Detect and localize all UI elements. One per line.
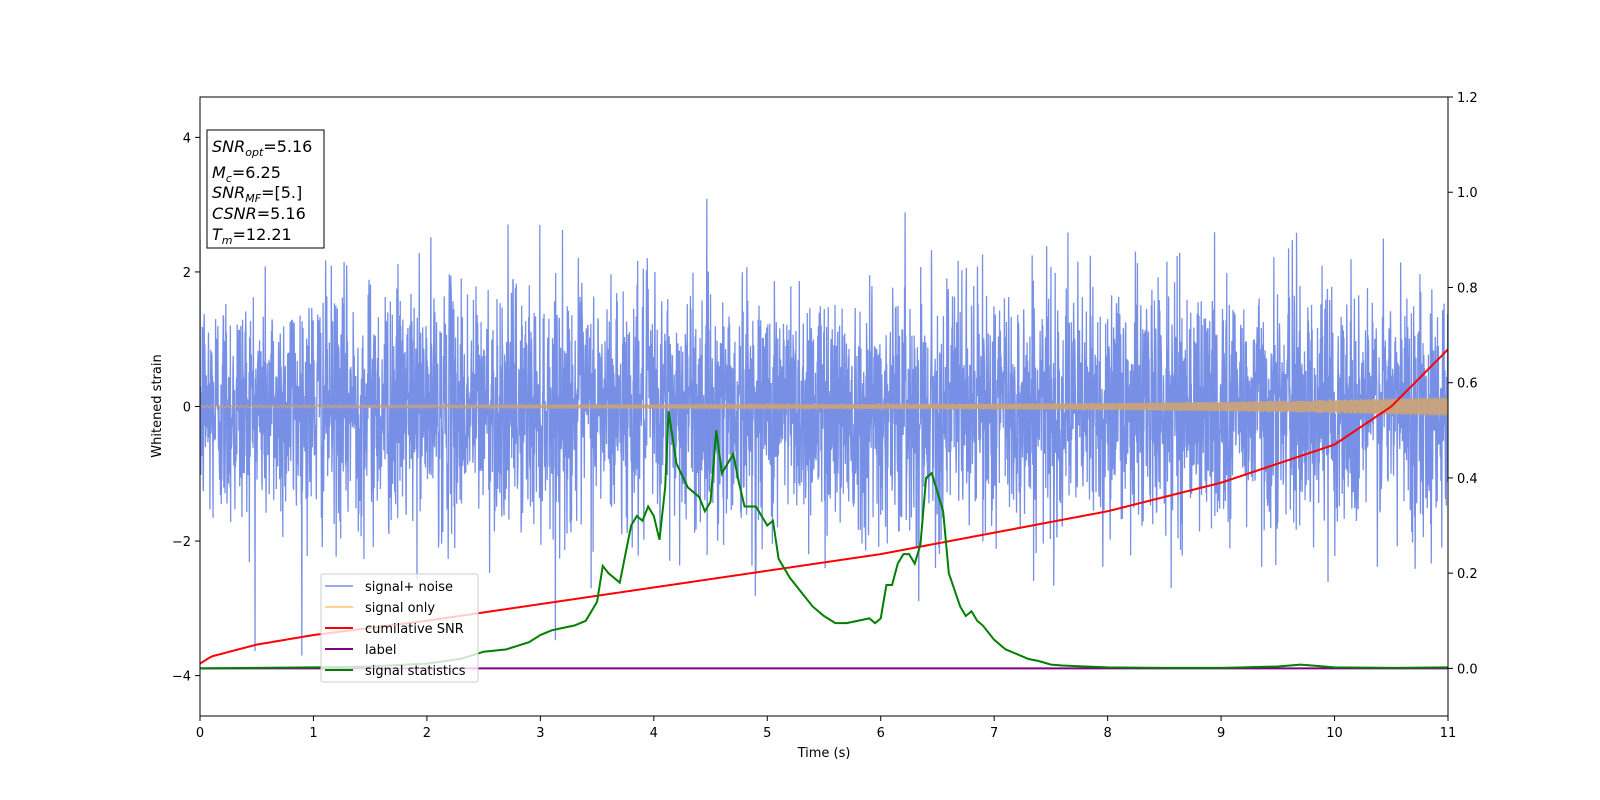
legend-item-label: label bbox=[325, 643, 396, 658]
legend-label: cumilative SNR bbox=[365, 622, 464, 637]
y2-tick-label: 1.2 bbox=[1457, 91, 1478, 106]
x-tick-label: 8 bbox=[1103, 726, 1111, 741]
x-tick-label: 9 bbox=[1217, 726, 1225, 741]
x-tick-label: 0 bbox=[196, 726, 204, 741]
info-box-frame bbox=[206, 129, 325, 249]
series-signal-only bbox=[200, 397, 1448, 416]
info-line-mc: Mc=6.25 bbox=[212, 163, 281, 185]
legend-frame bbox=[320, 573, 479, 683]
y-tick-label: −4 bbox=[172, 670, 191, 685]
y2-tick-label: 0.0 bbox=[1457, 662, 1478, 677]
x-tick-label: 3 bbox=[536, 726, 544, 741]
legend-item-signal-noise: signal+ noise bbox=[325, 580, 453, 595]
info-line-snropt: SNRopt=5.16 bbox=[212, 137, 312, 159]
y-axis-right: 0.0 0.2 0.4 0.6 0.8 1.0 1.2 bbox=[1448, 91, 1478, 677]
legend-label: signal+ noise bbox=[365, 580, 453, 595]
info-line-csnr: CSNR=5.16 bbox=[212, 204, 306, 223]
series-signal-statistics bbox=[200, 411, 1448, 670]
legend: signal+ noise signal only cumilative SNR la… bbox=[320, 573, 479, 683]
x-tick-label: 4 bbox=[650, 726, 658, 741]
info-line-tm: Tm=12.21 bbox=[212, 225, 292, 247]
legend-label: signal statistics bbox=[365, 664, 466, 679]
x-tick-label: 2 bbox=[423, 726, 431, 741]
y-tick-label: −2 bbox=[172, 535, 191, 550]
legend-item-signal-only: signal only bbox=[325, 601, 435, 616]
legend-label: label bbox=[365, 643, 396, 658]
x-axis-title: Time (s) bbox=[797, 746, 851, 761]
legend-label: signal only bbox=[365, 601, 435, 616]
y-axis-title: Whitened strain bbox=[150, 354, 165, 457]
x-tick-label: 6 bbox=[877, 726, 885, 741]
x-tick-label: 10 bbox=[1326, 726, 1343, 741]
x-tick-label: 5 bbox=[763, 726, 771, 741]
legend-item-cumilative-snr: cumilative SNR bbox=[325, 622, 464, 637]
info-line-snrmf: SNRMF=[5.] bbox=[212, 183, 302, 205]
legend-item-signal-statistics: signal statistics bbox=[325, 664, 466, 679]
y2-tick-label: 0.2 bbox=[1457, 567, 1478, 582]
y-tick-label: 0 bbox=[183, 401, 191, 416]
y2-tick-label: 0.6 bbox=[1457, 377, 1478, 392]
y-tick-label: 2 bbox=[183, 266, 191, 281]
y2-tick-label: 0.8 bbox=[1457, 281, 1478, 296]
x-tick-label: 11 bbox=[1440, 726, 1457, 741]
x-axis: 0 1 2 3 4 5 6 7 8 9 10 11 bbox=[196, 716, 1456, 741]
y-tick-label: 4 bbox=[183, 131, 191, 146]
x-tick-label: 1 bbox=[309, 726, 317, 741]
y-axis-left: −4 −2 0 2 4 bbox=[172, 131, 200, 685]
y2-tick-label: 1.0 bbox=[1457, 186, 1478, 201]
y2-tick-label: 0.4 bbox=[1457, 472, 1478, 487]
x-tick-label: 7 bbox=[990, 726, 998, 741]
